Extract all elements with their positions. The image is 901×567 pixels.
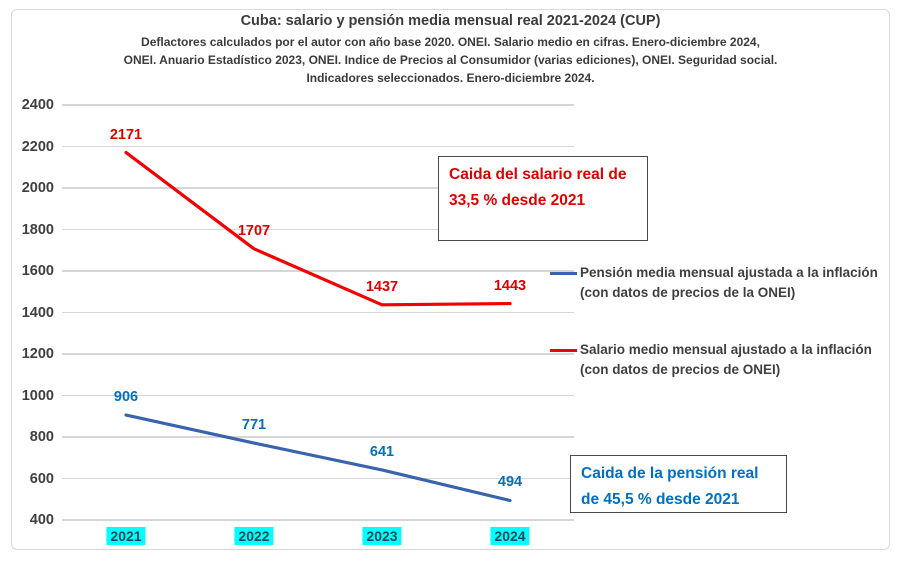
gridline-1800	[62, 228, 574, 231]
legend-swatch-pension	[550, 272, 577, 275]
y-axis-tick-label-400: 400	[29, 512, 54, 528]
x-axis-label-2023: 2023	[362, 527, 402, 545]
y-axis-tick-label-800: 800	[29, 429, 54, 445]
y-axis-tick-label-1400: 1400	[21, 304, 54, 321]
x-axis-label-2021: 2021	[106, 527, 146, 545]
gridline-1600	[62, 270, 574, 272]
series-lines	[124, 150, 512, 503]
data-label-pension-2022: 771	[241, 417, 267, 434]
y-axis-tick-label-1000: 1000	[21, 387, 54, 404]
annotation-salary-box: Caida del salario real de 33,5 % desde 2…	[438, 156, 648, 241]
y-axis-tick-label-2400: 2400	[21, 97, 54, 113]
chart-subtitle: Deflactores calculados por el autor con …	[0, 33, 901, 87]
y-axis-tick-label-1600: 1600	[21, 263, 54, 279]
chart-subtitle-line-3: Indicadores seleccionados. Enero-diciemb…	[306, 71, 595, 85]
y-axis-tick-label-1200: 1200	[21, 346, 54, 362]
gridline-2200	[62, 145, 574, 148]
series-line-pension	[124, 413, 512, 503]
gridline-1200	[62, 353, 574, 355]
y-axis-tick-label-2000: 2000	[21, 180, 54, 196]
gridline-2000	[62, 187, 574, 189]
annotation-pension-text: Caida de la pensión real de 45,5 % desde…	[581, 465, 759, 508]
gridline-800	[62, 436, 574, 438]
chart-subtitle-line-1: Deflactores calculados por el autor con …	[141, 35, 760, 49]
data-label-salario-2022: 1707	[237, 222, 271, 239]
data-label-salario-2023: 1437	[365, 278, 399, 295]
data-label-salario-2024: 1443	[493, 277, 527, 294]
legend-swatch-salario	[550, 349, 577, 352]
data-label-salario-2021: 2171	[109, 126, 143, 143]
data-label-pension-2023: 641	[369, 443, 395, 460]
x-axis-label-2024: 2024	[490, 527, 530, 545]
annotation-salary-text: Caida del salario real de 33,5 % desde 2…	[449, 166, 627, 209]
legend-label-pension: Pensión media mensual ajustada a la infl…	[580, 265, 878, 300]
y-axis-tick-label-2200: 2200	[21, 138, 54, 155]
legend-item-salario: Salario medio mensual ajustado a la infl…	[550, 340, 880, 380]
gridline-2400	[62, 104, 574, 106]
data-label-pension-2024: 494	[497, 474, 523, 491]
y-axis-tick-label-1800: 1800	[21, 221, 54, 238]
series-line-salario	[124, 150, 512, 307]
gridline-600	[62, 477, 574, 480]
annotation-pension-box: Caida de la pensión real de 45,5 % desde…	[570, 455, 787, 513]
data-label-pension-2021: 906	[113, 389, 139, 405]
x-axis-label-2022: 2022	[234, 527, 274, 545]
chart-subtitle-line-2: ONEI. Anuario Estadístico 2023, ONEI. In…	[123, 53, 778, 67]
legend-item-pension: Pensión media mensual ajustada a la infl…	[550, 263, 880, 303]
gridline-400	[62, 519, 574, 521]
gridline-1400	[62, 311, 574, 314]
gridline-1000	[62, 394, 574, 397]
legend-label-salario: Salario medio mensual ajustado a la infl…	[580, 342, 872, 377]
y-axis-tick-label-600: 600	[29, 470, 54, 487]
chart-title: Cuba: salario y pensión media mensual re…	[240, 13, 661, 29]
